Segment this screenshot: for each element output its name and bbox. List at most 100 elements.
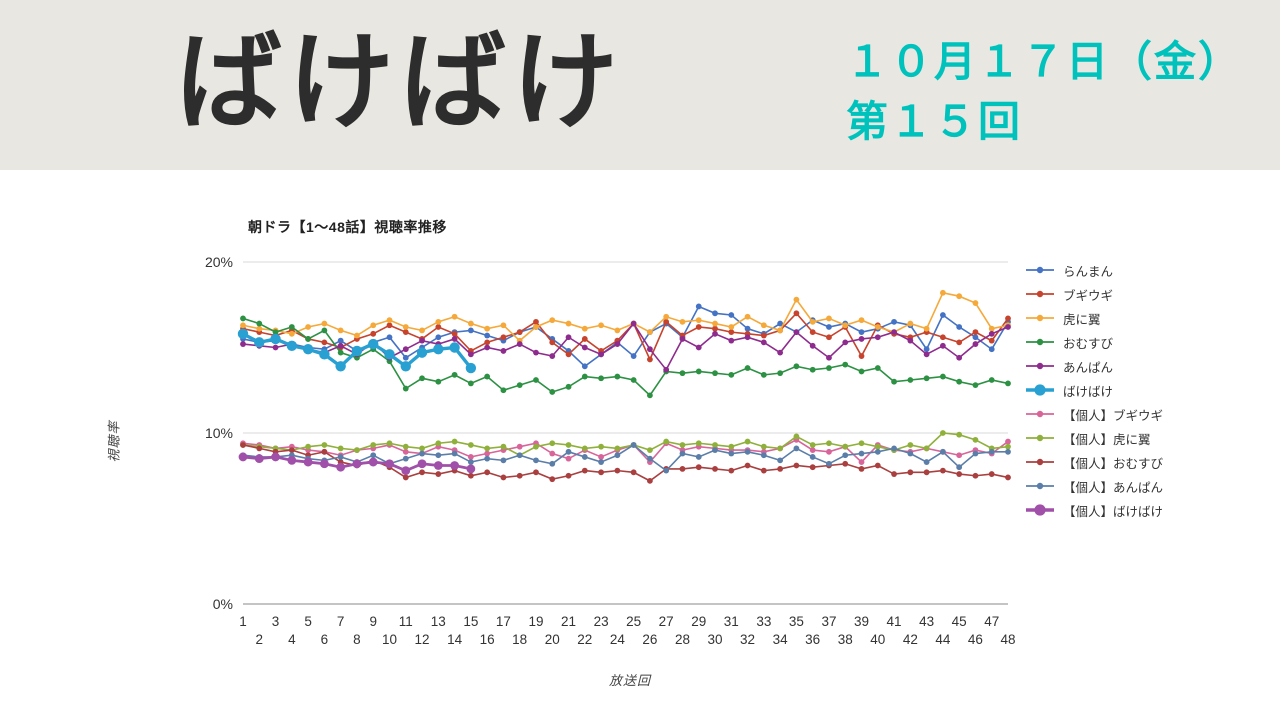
data-point bbox=[663, 438, 670, 445]
data-point bbox=[419, 327, 425, 334]
data-point bbox=[842, 339, 849, 346]
data-point bbox=[337, 445, 344, 452]
data-point bbox=[614, 327, 621, 334]
data-point bbox=[874, 334, 881, 341]
data-point bbox=[744, 325, 751, 332]
data-point bbox=[842, 322, 849, 329]
x-tick-label: 13 bbox=[431, 614, 446, 629]
data-point bbox=[237, 328, 249, 340]
data-point bbox=[271, 452, 280, 462]
data-point bbox=[695, 464, 702, 471]
data-point bbox=[533, 324, 539, 330]
x-tick-label: 6 bbox=[321, 632, 329, 647]
data-point bbox=[1005, 315, 1011, 322]
data-point bbox=[467, 320, 474, 327]
data-point bbox=[484, 373, 491, 380]
broadcast-date-block: １０月１７日（金） 第１５回 bbox=[846, 32, 1242, 152]
x-tick-label: 26 bbox=[642, 632, 657, 647]
data-point bbox=[581, 363, 588, 370]
data-point bbox=[760, 332, 767, 339]
data-point bbox=[858, 329, 865, 336]
data-point bbox=[907, 450, 914, 457]
data-point bbox=[402, 474, 409, 481]
data-point bbox=[647, 356, 653, 363]
data-point bbox=[728, 329, 735, 336]
data-point bbox=[516, 341, 523, 347]
data-point bbox=[386, 334, 393, 341]
data-point bbox=[956, 431, 963, 438]
data-point bbox=[417, 459, 427, 469]
data-point bbox=[533, 377, 539, 383]
data-point bbox=[923, 375, 930, 382]
data-point bbox=[368, 338, 379, 350]
data-point bbox=[352, 459, 362, 469]
data-point bbox=[565, 320, 572, 327]
data-point bbox=[451, 313, 458, 320]
data-point bbox=[256, 320, 263, 327]
data-point bbox=[484, 445, 491, 452]
data-point bbox=[337, 454, 344, 460]
data-point bbox=[467, 380, 474, 387]
x-tick-label: 5 bbox=[304, 614, 312, 629]
data-point bbox=[630, 320, 637, 327]
ratings-chart: 0% 10% 20% 1 2 3 4 5 6 7 8 9 10 11 12 13 14 15 16 17 18 19 20 2… bbox=[0, 170, 1280, 720]
broadcast-date: １０月１７日（金） bbox=[846, 38, 1243, 85]
data-point bbox=[793, 296, 800, 303]
header-banner: ばけばけ １０月１７日（金） 第１５回 bbox=[0, 0, 1280, 170]
data-point bbox=[484, 450, 491, 457]
legend-item-8: 【個人】おむすび bbox=[1025, 450, 1163, 474]
legend-marker-icon bbox=[1026, 434, 1054, 442]
data-point bbox=[337, 337, 344, 344]
data-point bbox=[956, 464, 963, 471]
data-point bbox=[435, 334, 442, 341]
data-point bbox=[728, 467, 735, 474]
data-point bbox=[305, 443, 312, 450]
data-point bbox=[809, 447, 816, 453]
data-point bbox=[238, 452, 248, 462]
data-point bbox=[433, 461, 443, 470]
chart-legend: らんまん ブギウギ 虎に翼 おむすび あんぱん ばけばけ 【個人】ブギウギ 【個人】虎に翼 【個… bbox=[1025, 258, 1163, 522]
x-tick-label: 1 bbox=[239, 614, 247, 629]
data-point bbox=[385, 459, 394, 469]
x-tick-label: 37 bbox=[821, 614, 836, 629]
data-point bbox=[484, 455, 491, 462]
data-point bbox=[695, 440, 702, 447]
data-point bbox=[858, 353, 865, 359]
data-point bbox=[663, 467, 670, 474]
data-point bbox=[939, 334, 946, 341]
data-point bbox=[891, 378, 897, 385]
data-point bbox=[728, 312, 735, 318]
data-point bbox=[402, 329, 409, 336]
data-point bbox=[419, 375, 425, 382]
data-point bbox=[337, 349, 344, 356]
data-point bbox=[809, 329, 816, 336]
data-point bbox=[858, 450, 865, 457]
x-tick-label: 34 bbox=[773, 632, 789, 647]
data-point bbox=[907, 442, 914, 448]
x-tick-label: 30 bbox=[708, 632, 723, 647]
data-point bbox=[549, 317, 556, 324]
x-tick-label: 39 bbox=[854, 614, 869, 629]
x-tick-label: 21 bbox=[561, 614, 576, 629]
data-point bbox=[842, 460, 849, 467]
data-point bbox=[760, 443, 767, 450]
data-point bbox=[874, 324, 881, 330]
data-point bbox=[565, 448, 572, 455]
data-point bbox=[321, 320, 328, 327]
data-point bbox=[988, 337, 995, 344]
data-point bbox=[419, 450, 425, 457]
data-point bbox=[663, 366, 670, 373]
legend-label: 【個人】ばけばけ bbox=[1063, 504, 1164, 519]
data-point bbox=[956, 378, 963, 385]
data-point bbox=[972, 334, 979, 341]
data-point bbox=[728, 371, 735, 378]
data-point bbox=[549, 389, 556, 395]
data-point bbox=[793, 329, 800, 336]
data-point bbox=[874, 365, 881, 371]
data-point bbox=[809, 454, 816, 460]
data-point bbox=[581, 373, 588, 380]
data-point bbox=[484, 332, 491, 339]
legend-marker-icon bbox=[1026, 338, 1054, 346]
x-tick-label: 43 bbox=[919, 614, 934, 629]
x-tick-label: 17 bbox=[496, 614, 511, 629]
